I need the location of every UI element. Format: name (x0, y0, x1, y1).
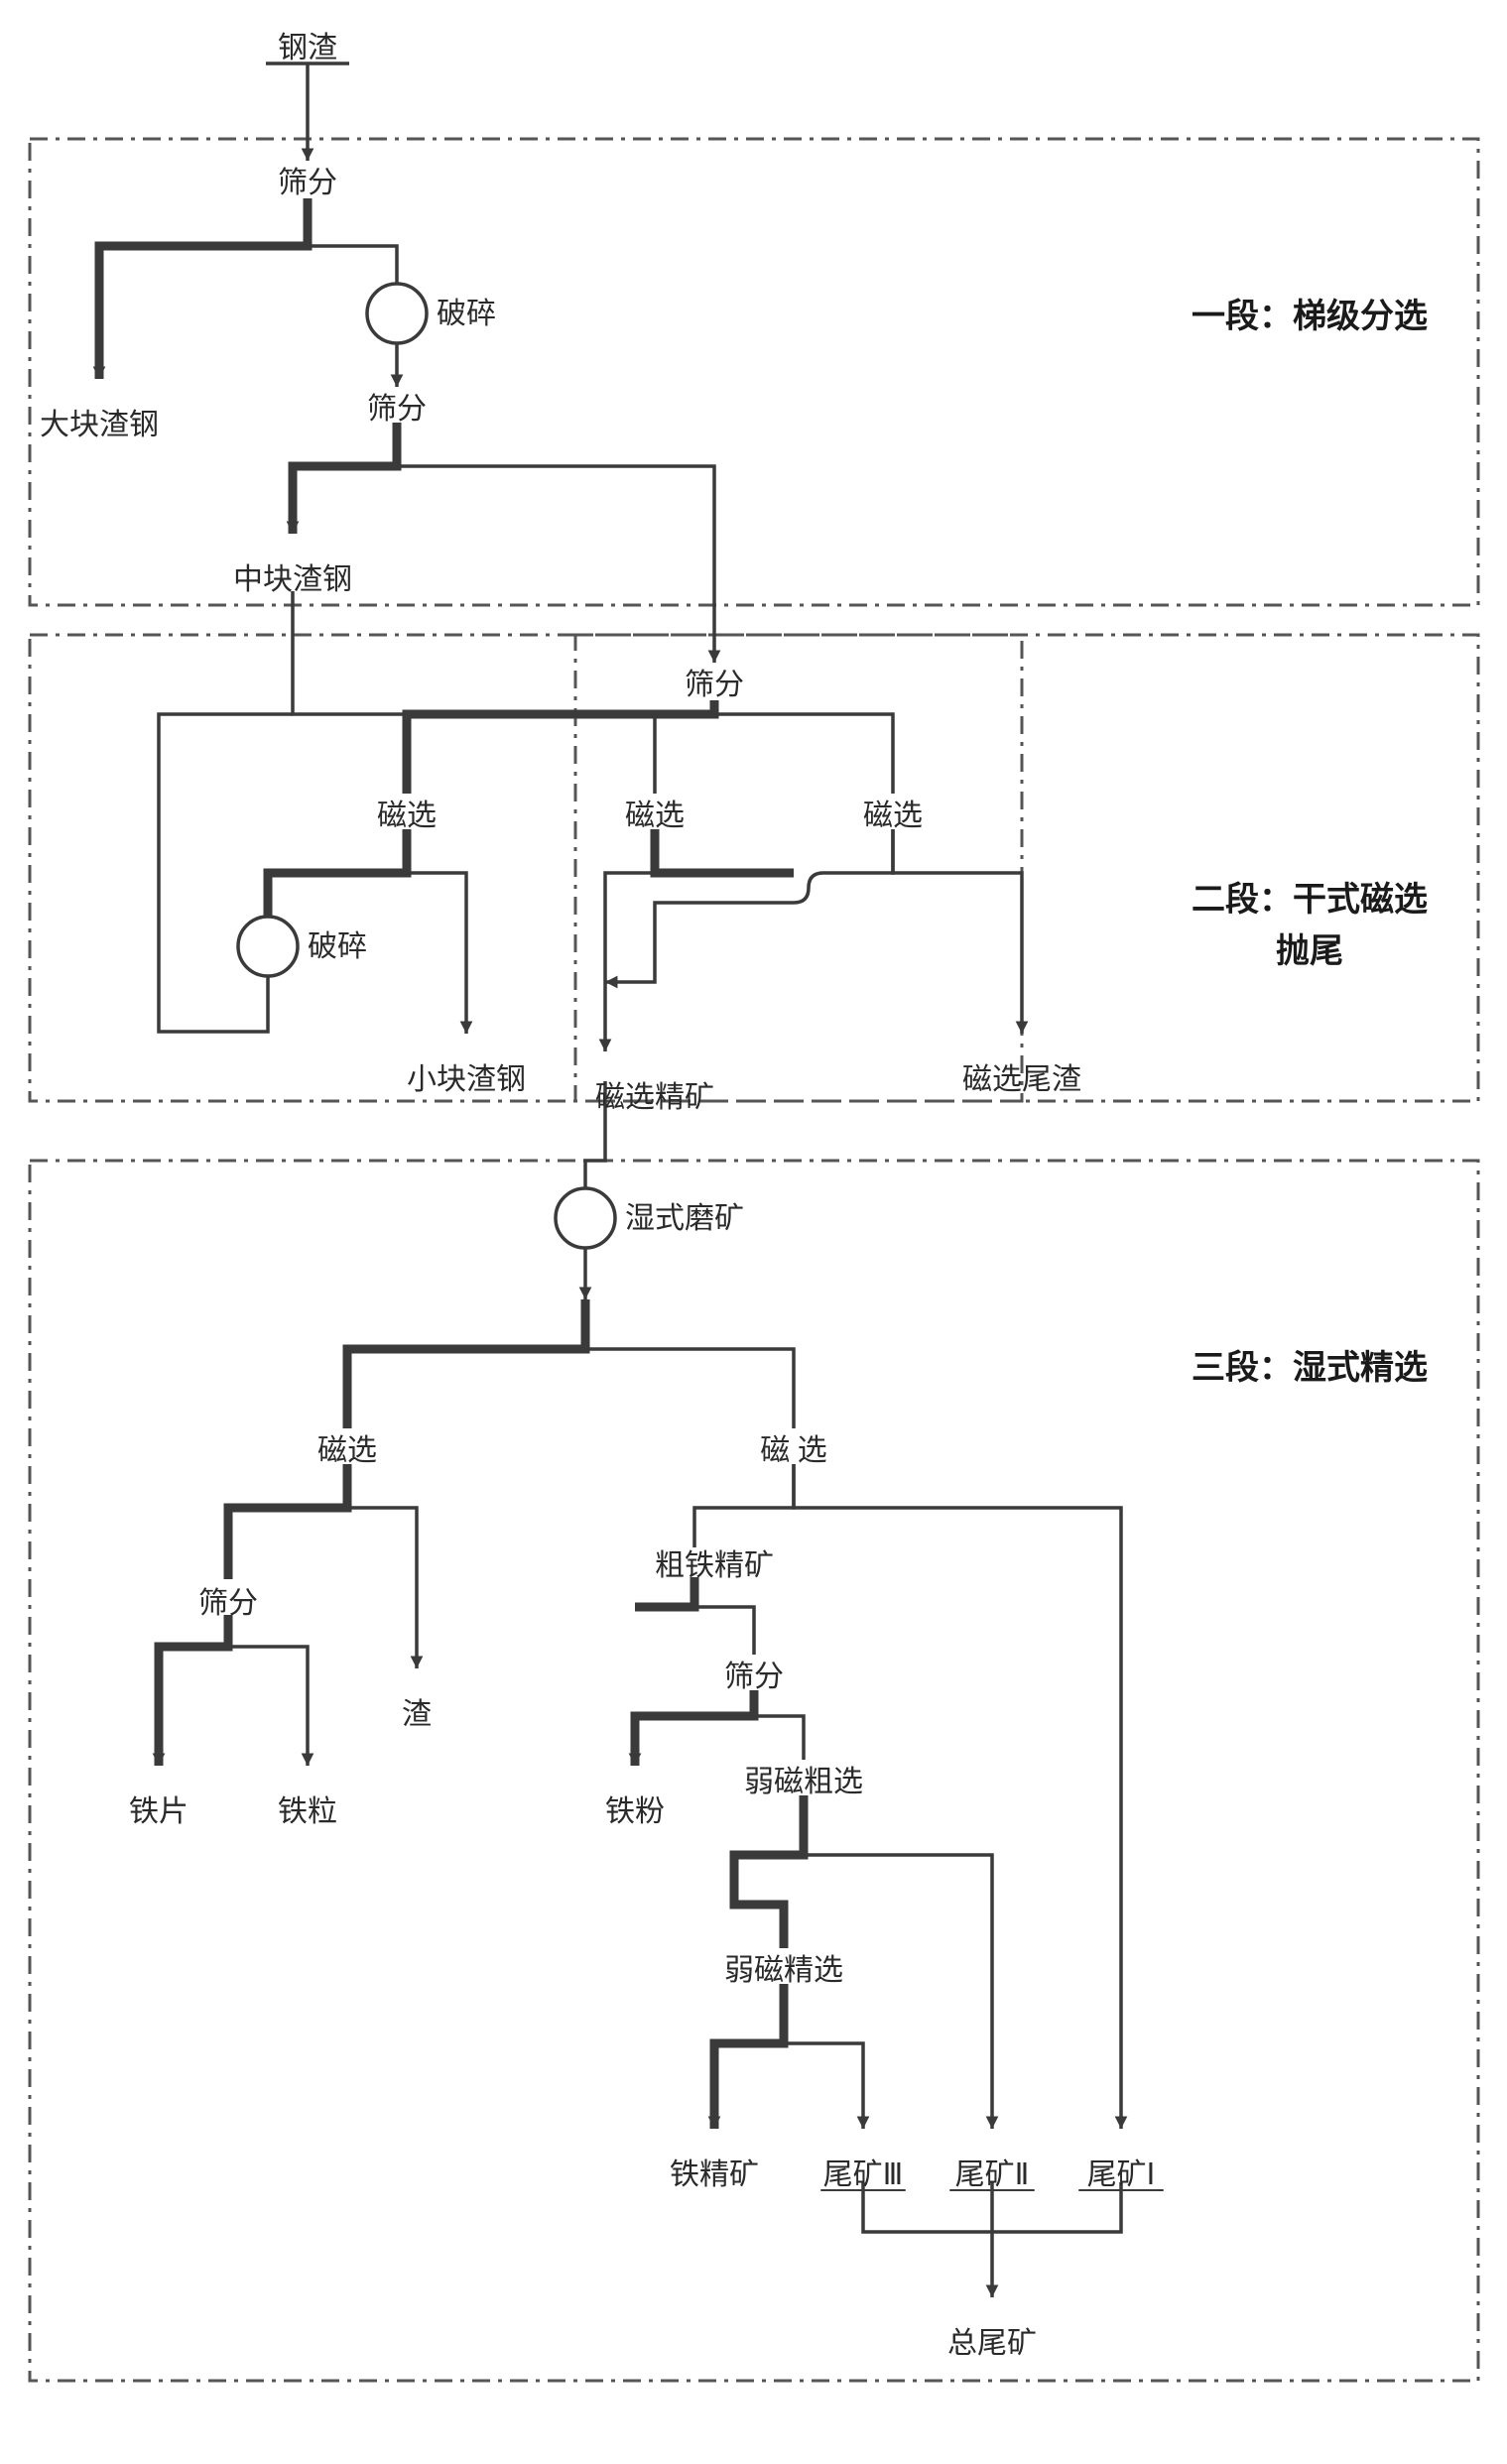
p-crush-1: 破碎 (367, 284, 496, 343)
p-mag-left-label: 磁选 (377, 800, 437, 832)
p-mag-3l: 磁选 (317, 1434, 377, 1467)
p-screen-3-label: 筛分 (685, 669, 744, 701)
p-mag-3r-label: 磁 选 (760, 1434, 827, 1467)
o-iron-conc: 铁精矿 (670, 2158, 759, 2191)
p-wet-grind-label: 湿式磨矿 (625, 1202, 744, 1235)
p-screen-2: 筛分 (367, 393, 427, 426)
n-input-label: 钢渣 (278, 32, 337, 64)
p-mag-mid-label: 磁选 (625, 800, 685, 832)
e-s4-grain (228, 1615, 314, 1766)
p-crush-2: 破碎 (238, 917, 367, 976)
o-iron-powder: 铁粉 (605, 1795, 665, 1828)
e-magR-tail (893, 829, 1028, 1034)
o-coarse-iron-label: 粗铁精矿 (655, 1549, 774, 1582)
o-tail2-label: 尾矿Ⅱ (955, 2158, 1030, 2191)
stage2-label-a: 二段：干式磁选 (1192, 880, 1428, 919)
o-mag-tail-label: 磁选尾渣 (962, 1063, 1081, 1096)
e-s2-mid (287, 423, 397, 534)
o-mid-slag: 中块渣钢 (233, 563, 352, 596)
stage2-inner-box (575, 635, 1022, 1101)
o-big-slag: 大块渣钢 (40, 409, 159, 441)
n-input: 钢渣 (278, 32, 337, 64)
o-slag: 渣 (402, 1698, 432, 1731)
p-wet-grind: 湿式磨矿 (556, 1188, 744, 1248)
e-s3-magM (655, 700, 714, 794)
p-screen-5: 筛分 (724, 1661, 784, 1693)
o-iron-conc-label: 铁精矿 (670, 2158, 759, 2191)
stage1-label: 一段：梯级分选 (1192, 297, 1428, 335)
o-small-slag-label: 小块渣钢 (407, 1063, 526, 1096)
e-s2-s3 (397, 423, 720, 663)
o-iron-flake: 铁片 (129, 1795, 188, 1828)
p-crush-1-label: 破碎 (437, 298, 496, 330)
p-screen-3: 筛分 (685, 669, 744, 701)
e-tails-merge (863, 2182, 1121, 2297)
p-weak-fine: 弱磁精选 (724, 1954, 843, 1987)
p-screen-2-label: 筛分 (367, 393, 427, 426)
p-weak-rough-label: 弱磁粗选 (744, 1766, 863, 1798)
e-m3r-coarse (694, 1464, 794, 1547)
o-iron-grain-label: 铁粒 (278, 1795, 337, 1828)
e-magM-conc (599, 829, 655, 1051)
e-s1-big (93, 198, 308, 379)
p-crush-2-label: 破碎 (308, 930, 367, 963)
e-wr-wfine (734, 1795, 804, 1948)
e-m3l-slag (347, 1464, 423, 1668)
o-mag-conc-label: 磁选精矿 (595, 1081, 714, 1114)
e-wf-tail3 (784, 1984, 869, 2129)
e-grind-down (579, 1248, 592, 1299)
stage3-label: 三段：湿式精选 (1192, 1348, 1428, 1387)
o-iron-flake-label: 铁片 (129, 1795, 188, 1828)
o-tail1: 尾矿Ⅰ (1078, 2158, 1164, 2191)
e-in-s1 (266, 63, 349, 161)
o-mag-conc: 磁选精矿 (595, 1081, 714, 1114)
p-screen-1-label: 筛分 (278, 167, 337, 199)
e-magM-join (655, 829, 794, 873)
o-big-slag-label: 大块渣钢 (40, 409, 159, 441)
p-weak-rough: 弱磁粗选 (744, 1766, 863, 1798)
p-mag-right-label: 磁选 (863, 800, 923, 832)
p-screen-5-label: 筛分 (724, 1661, 784, 1693)
e-magR-back (605, 829, 893, 988)
o-total-tail: 总尾矿 (947, 2327, 1037, 2360)
e-m3l-s4 (228, 1464, 347, 1579)
flowchart-canvas: 钢渣筛分破碎筛分大块渣钢中块渣钢筛分磁选磁选磁选破碎小块渣钢磁选精矿磁选尾渣湿式… (0, 0, 1507, 2464)
p-mag-left: 磁选 (377, 800, 437, 832)
o-slag-label: 渣 (402, 1698, 432, 1731)
e-s4-flake (153, 1615, 228, 1766)
o-tail3-label: 尾矿Ⅲ (823, 2158, 904, 2191)
o-iron-powder-label: 铁粉 (605, 1795, 665, 1828)
e-s5-wrough (754, 1690, 804, 1760)
e-coarse-s5 (694, 1577, 754, 1655)
e-c1-s2 (391, 343, 404, 387)
p-weak-fine-label: 弱磁精选 (724, 1954, 843, 1987)
o-tail3: 尾矿Ⅲ (820, 2158, 906, 2191)
p-mag-3r: 磁 选 (760, 1434, 827, 1467)
e-s5-powder (629, 1690, 754, 1766)
e-wf-conc (708, 1984, 784, 2129)
o-tail1-label: 尾矿Ⅰ (1087, 2158, 1156, 2191)
e-magL-c2 (268, 829, 407, 917)
e-split-l (347, 1299, 585, 1428)
o-small-slag: 小块渣钢 (407, 1063, 526, 1096)
p-screen-4-label: 筛分 (198, 1587, 258, 1620)
e-mid-magL (293, 591, 407, 794)
p-mag-3l-label: 磁选 (317, 1434, 377, 1467)
o-total-tail-label: 总尾矿 (947, 2327, 1037, 2360)
p-mag-mid: 磁选 (625, 800, 685, 832)
o-coarse-iron: 粗铁精矿 (655, 1549, 774, 1582)
o-mag-tail: 磁选尾渣 (962, 1063, 1081, 1096)
p-mag-right: 磁选 (863, 800, 923, 832)
e-s1-c1 (308, 198, 397, 284)
e-split-r (585, 1299, 794, 1428)
o-mid-slag-label: 中块渣钢 (233, 563, 352, 596)
o-tail2: 尾矿Ⅱ (949, 2158, 1035, 2191)
e-s3-magR (714, 700, 893, 794)
stage1-box (30, 139, 1478, 605)
stage2-label-b: 抛尾 (1276, 932, 1343, 970)
p-screen-4: 筛分 (198, 1587, 258, 1620)
o-iron-grain: 铁粒 (278, 1795, 337, 1828)
e-magL-small (407, 829, 472, 1034)
p-screen-1: 筛分 (278, 167, 337, 199)
